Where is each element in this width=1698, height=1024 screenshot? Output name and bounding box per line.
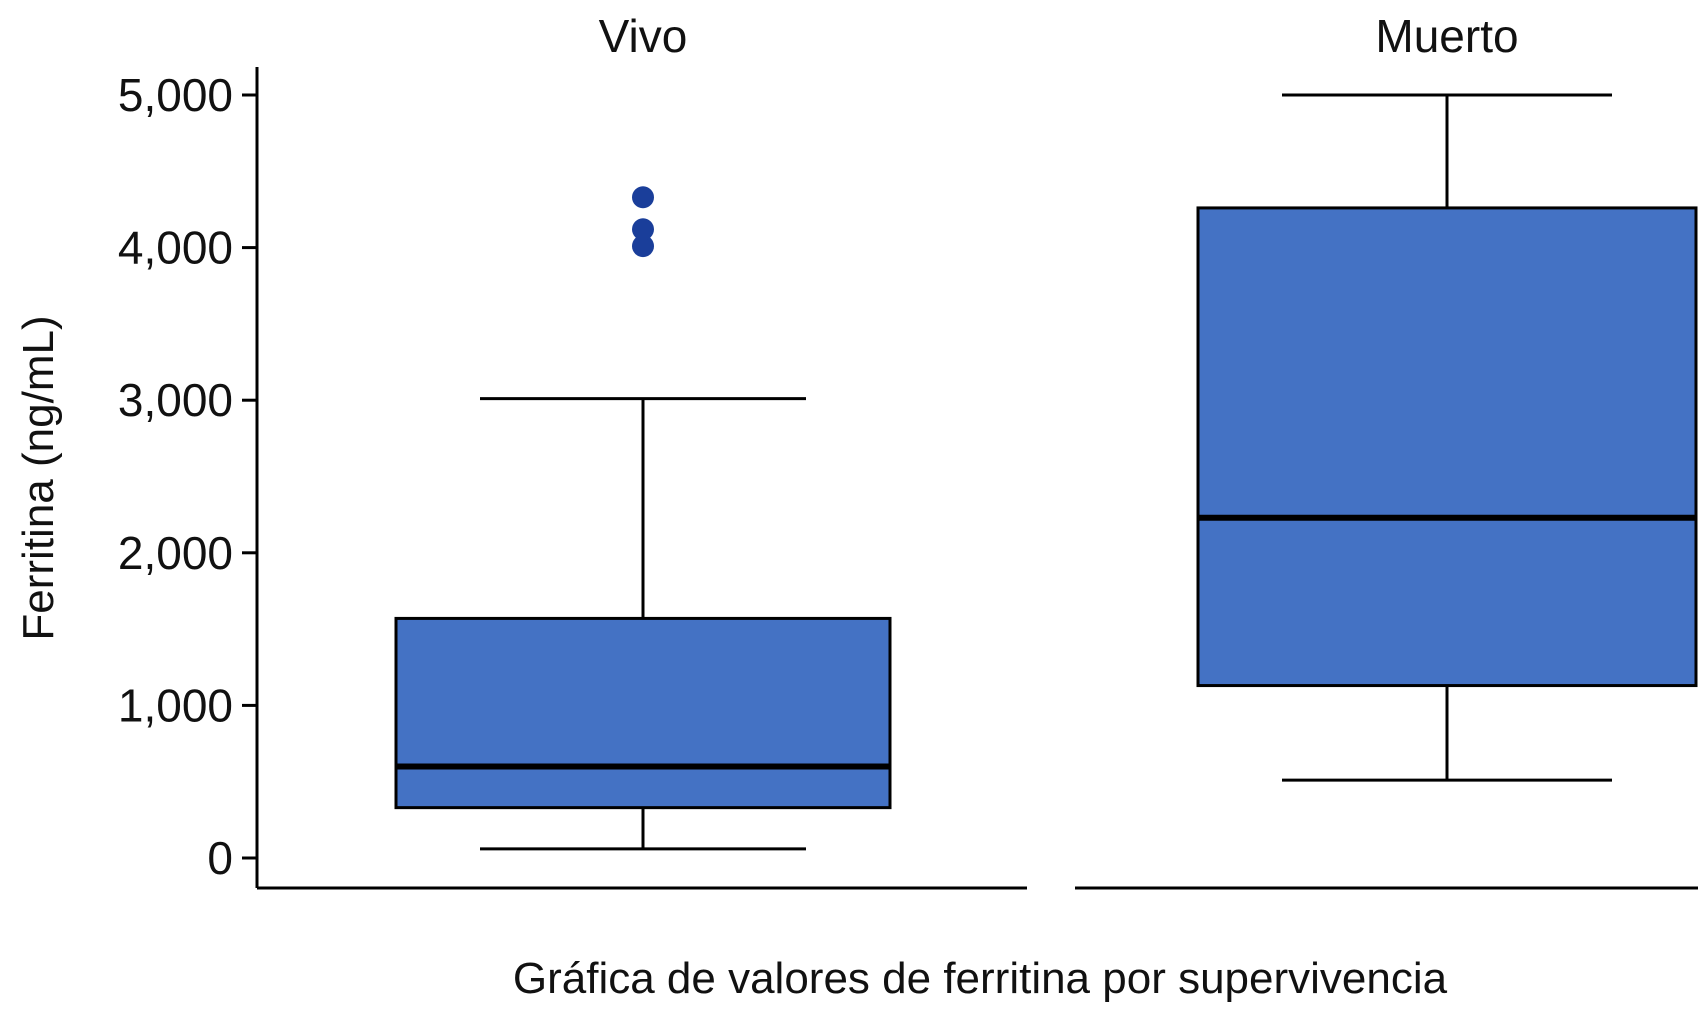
iqr-box: [394, 616, 892, 810]
outlier-point: [632, 235, 654, 258]
outlier-point: [632, 218, 654, 241]
y-tick-label: 4,000: [118, 222, 233, 274]
y-tick-label: 3,000: [118, 374, 233, 426]
y-tick-label: 1,000: [118, 679, 233, 731]
x-axis-label: Gráfica de valores de ferritina por supe…: [513, 954, 1448, 1003]
iqr-box: [1196, 206, 1698, 688]
y-tick-label: 2,000: [118, 527, 233, 579]
y-axis-label: Ferritina (ng/mL): [14, 315, 63, 640]
panel-muerto: Muerto: [1075, 10, 1698, 890]
axes: 0 1,000 2,000 3,000 4,000 5,000: [118, 67, 259, 888]
panel-title: Vivo: [599, 10, 688, 62]
y-tick-label: 5,000: [118, 69, 233, 121]
panel-title: Muerto: [1375, 10, 1518, 62]
panels: Vivo Muerto: [257, 10, 1698, 890]
y-tick-label: 0: [207, 832, 233, 884]
panel-vivo: Vivo: [257, 10, 1027, 890]
outlier-point: [632, 186, 654, 209]
